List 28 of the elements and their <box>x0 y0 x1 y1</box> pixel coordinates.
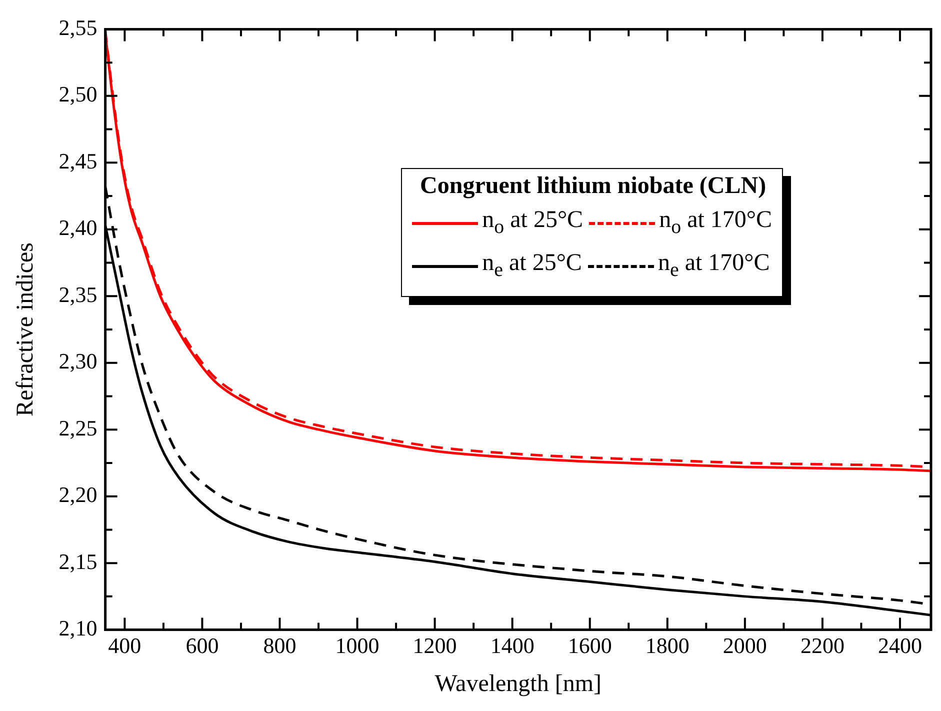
x-axis-title: Wavelength [nm] <box>434 670 602 697</box>
x-tick-label: 800 <box>263 632 296 658</box>
y-tick-label: 2,55 <box>58 14 98 40</box>
x-tick-label: 1400 <box>490 632 534 658</box>
x-tick-label: 2000 <box>722 632 767 658</box>
y-tick-label: 2,10 <box>58 616 98 641</box>
y-tick-label: 2,30 <box>58 348 98 374</box>
legend-title: Congruent lithium niobate (CLN) <box>419 173 768 200</box>
y-tick-label: 2,15 <box>58 548 98 574</box>
y-tick-label: 2,50 <box>58 82 98 107</box>
legend-label: n$_{o}$ at 170°C <box>659 206 772 240</box>
y-tick-label: 2,45 <box>58 148 98 174</box>
x-tick-label: 1600 <box>568 632 612 658</box>
y-axis-title: Refractive indices <box>12 242 39 416</box>
legend-label: n$_{e}$ at 170°C <box>658 248 770 283</box>
x-tick-label: 1000 <box>335 632 380 658</box>
y-tick-label: 2,20 <box>58 482 98 508</box>
x-tick-label: 1800 <box>645 632 690 658</box>
y-tick-label: 2,35 <box>58 282 98 307</box>
y-tick-label: 2,25 <box>58 415 98 440</box>
x-tick-label: 2200 <box>800 632 844 658</box>
x-tick-label: 1200 <box>412 632 457 658</box>
x-tick-label: 2400 <box>878 632 922 658</box>
y-tick-label: 2,40 <box>58 215 98 240</box>
x-tick-label: 600 <box>186 632 219 658</box>
legend-label: n$_{e}$ at 25°C <box>482 248 582 283</box>
legend-label: n$_{o}$ at 25°C <box>482 206 584 240</box>
x-tick-label: 400 <box>108 632 142 658</box>
